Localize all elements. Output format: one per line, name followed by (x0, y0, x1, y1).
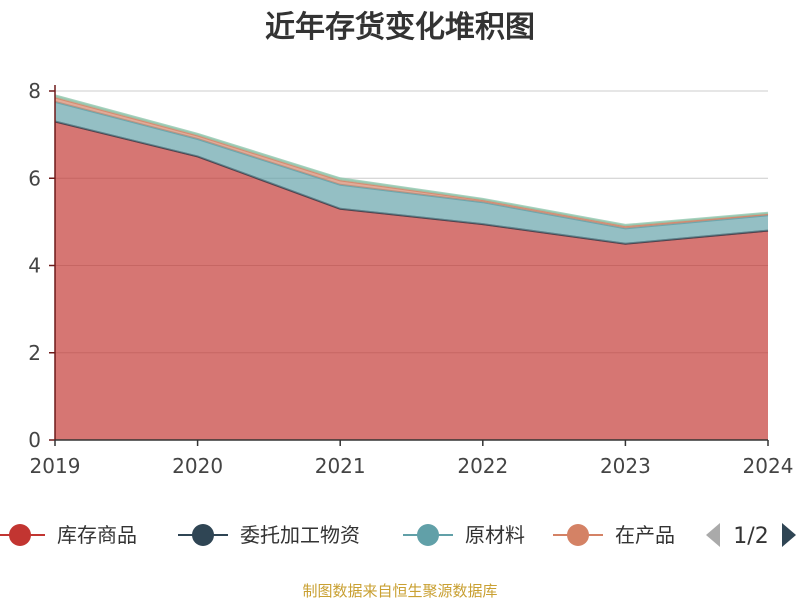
y-tick-label: 0 (28, 428, 41, 452)
y-tick-label: 6 (28, 166, 41, 190)
x-tick-label: 2022 (457, 454, 508, 478)
series-line-4 (54, 94, 769, 226)
y-tick-label: 4 (28, 254, 41, 278)
legend-marker (567, 524, 589, 546)
legend-marker (9, 524, 31, 546)
legend-item[interactable]: 在产品 (553, 523, 675, 547)
legend-label: 委托加工物资 (240, 523, 360, 547)
legend-item[interactable]: 委托加工物资 (178, 523, 360, 547)
x-tick-label: 2023 (600, 454, 651, 478)
legend[interactable]: 库存商品 委托加工物资 原材料 在产品 (0, 523, 675, 547)
legend-page-indicator: 1/2 (733, 524, 768, 549)
legend-marker (192, 524, 214, 546)
area-series-0 (55, 121, 768, 440)
x-tick-label: 2020 (172, 454, 223, 478)
chart-title: 近年存货变化堆积图 (265, 10, 535, 45)
legend-label: 库存商品 (57, 523, 137, 547)
x-tick-label: 2024 (743, 454, 794, 478)
area-series-2 (55, 101, 768, 244)
x-tick-label: 2019 (30, 454, 81, 478)
x-tick-label: 2021 (315, 454, 366, 478)
y-tick-label: 2 (28, 341, 41, 365)
legend-item[interactable]: 库存商品 (0, 523, 137, 547)
prev-page-icon[interactable] (706, 523, 720, 547)
legend-label: 原材料 (465, 523, 525, 547)
axes: 0 2 4 6 8 2019 2020 2021 2022 2023 2024 (28, 79, 793, 478)
legend-pager[interactable]: 1/2 (706, 523, 796, 549)
y-tick-label: 8 (28, 79, 41, 103)
legend-label: 在产品 (615, 523, 675, 547)
plot-area (54, 94, 769, 440)
legend-marker (417, 524, 439, 546)
legend-item[interactable]: 原材料 (403, 523, 525, 547)
next-page-icon[interactable] (782, 523, 796, 547)
data-source-note: 制图数据来自恒生聚源数据库 (302, 582, 497, 600)
